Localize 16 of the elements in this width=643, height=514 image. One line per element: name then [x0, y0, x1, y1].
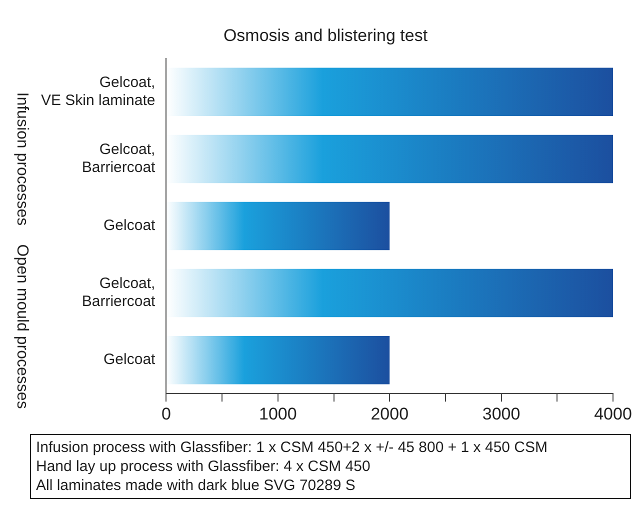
x-tick-label: 1000 [259, 404, 297, 424]
x-tick-label: 0 [161, 404, 171, 424]
x-tick-label: 4000 [594, 404, 632, 424]
x-tick-label: 2000 [370, 404, 409, 424]
y-tick-label: Gelcoat, Barriercoat [82, 275, 156, 310]
x-tick-label: 3000 [482, 404, 520, 424]
text: All laminates made with dark blue SVG 70289 S [36, 476, 356, 495]
y-tick-label: Gelcoat [104, 217, 156, 234]
y-tick-label: Gelcoat, VE Skin laminate [40, 74, 156, 110]
y-tick-label: Gelcoat [104, 351, 156, 368]
y-tick-label: Gelcoat, Barriercoat [82, 141, 156, 176]
text: Infusion process with Glassfiber: 1 x CSM 450+2 x +/- 45 800 + 1 x 450 CSM [36, 438, 549, 457]
text: Open mould processes [14, 244, 31, 409]
text: Infusion processes [14, 92, 31, 226]
chart-title: Osmosis and blistering test [223, 26, 428, 45]
text: Hand lay up process with Glassfiber: 4 x CSM 450 [36, 457, 372, 476]
